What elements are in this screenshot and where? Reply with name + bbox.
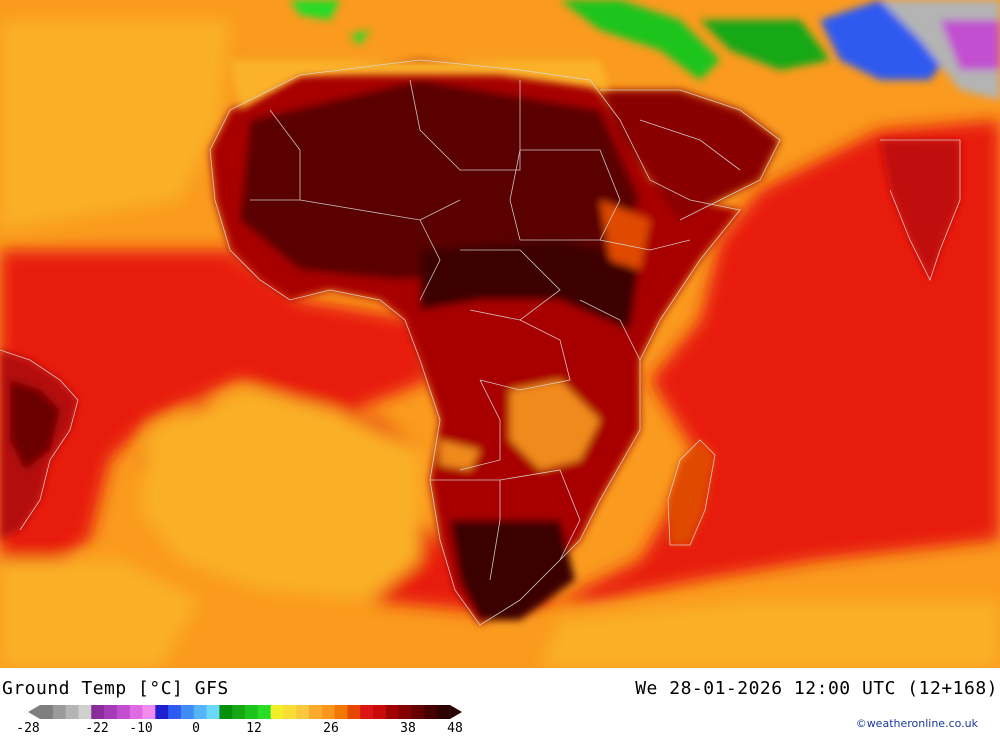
warm-ocean-east-patch: [960, 200, 1000, 500]
cool-ocean-south: [540, 600, 1000, 668]
legend-color-swatch: [437, 705, 451, 719]
legend-tick-label: 26: [323, 721, 339, 736]
europe-cold-green-west: [290, 0, 340, 20]
india-land: [880, 140, 960, 280]
europe-cold-green: [560, 0, 720, 80]
map-footer: Ground Temp [°C] GFS We 28-01-2026 12:00…: [0, 668, 1000, 736]
country-borders: [0, 59, 961, 626]
legend-arrow-right: [450, 705, 462, 719]
legend-color-swatch: [257, 705, 272, 719]
legend-color-swatch: [104, 705, 118, 719]
legend-color-swatch: [142, 705, 156, 719]
madagascar-land: [668, 440, 715, 545]
legend-color-swatch: [309, 705, 323, 719]
legend-color-swatch: [116, 705, 131, 719]
africa-sahara-hot: [240, 80, 640, 280]
arabian-peninsula-land: [600, 90, 780, 220]
cool-ocean-southwest: [0, 560, 200, 668]
legend-color-swatch: [411, 705, 425, 719]
cool-ocean-north-atlantic: [0, 20, 230, 230]
legend-color-swatch: [270, 705, 284, 719]
legend-color-swatch: [52, 705, 67, 719]
legend-color-swatch: [168, 705, 182, 719]
legend-color-swatch: [360, 705, 374, 719]
legend-tick-label: -22: [85, 721, 109, 736]
ground-temperature-map: [0, 0, 1000, 668]
legend-color-swatch: [40, 705, 54, 719]
legend-color-swatch: [155, 705, 169, 719]
legend-color-swatch: [219, 705, 233, 719]
legend-color-swatch: [283, 705, 297, 719]
cool-ocean-south-atlantic: [140, 390, 420, 600]
legend-tick-label: 48: [447, 721, 463, 736]
legend-tick-labels: -28 -22 -10 0 12 26 38 48: [0, 721, 480, 736]
legend-tick-label: 38: [400, 721, 416, 736]
legend-color-swatch: [91, 705, 105, 719]
legend-color-swatch: [424, 705, 438, 719]
legend-color-swatch: [78, 705, 92, 719]
legend-color-swatch: [193, 705, 208, 719]
legend-color-swatch: [65, 705, 79, 719]
legend-color-swatch: [245, 705, 259, 719]
legend-color-swatch: [347, 705, 361, 719]
temperature-color-legend: [28, 705, 462, 719]
legend-color-swatch: [206, 705, 220, 719]
legend-color-swatch: [296, 705, 310, 719]
africa-highlands-cool: [510, 380, 600, 470]
legend-color-swatch: [129, 705, 143, 719]
parameter-title: Ground Temp [°C] GFS: [2, 678, 229, 699]
africa-central-hot: [420, 240, 640, 330]
credit-link[interactable]: ©weatheronline.co.uk: [855, 717, 978, 730]
legend-color-swatch: [321, 705, 336, 719]
legend-tick-label: -28: [16, 721, 40, 736]
legend-color-swatch: [334, 705, 348, 719]
africa-south-hot: [450, 520, 575, 620]
legend-color-swatch: [373, 705, 387, 719]
legend-tick-label: -10: [129, 721, 153, 736]
legend-arrow-left: [28, 705, 40, 719]
mediterranean-sea: [230, 60, 610, 110]
legend-color-swatch: [180, 705, 195, 719]
legend-tick-label: 12: [246, 721, 262, 736]
valid-time-label: We 28-01-2026 12:00 UTC (12+168): [635, 678, 998, 699]
legend-color-swatch: [385, 705, 400, 719]
asia-cold-magenta: [940, 20, 1000, 70]
legend-tick-label: 0: [192, 721, 200, 736]
legend-color-swatch: [232, 705, 246, 719]
legend-color-swatch: [398, 705, 413, 719]
